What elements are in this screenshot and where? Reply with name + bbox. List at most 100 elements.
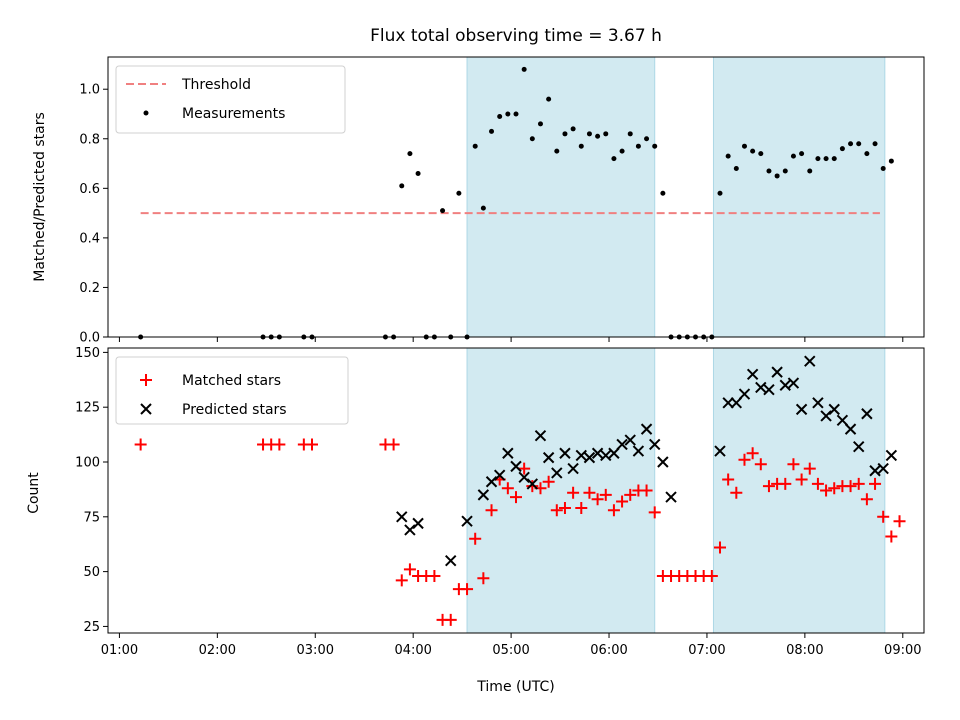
measurement-point: [774, 173, 780, 179]
legend-matched-label: Matched stars: [182, 373, 281, 389]
matched-star-point: [811, 477, 824, 490]
measurement-point: [407, 151, 413, 157]
x-tick-label: 07:00: [688, 643, 725, 658]
predicted-star-point: [461, 515, 473, 527]
predicted-star-point: [575, 449, 587, 462]
measurement-point: [554, 148, 560, 154]
measurement-point: [546, 96, 552, 102]
matched-star-point: [501, 482, 514, 495]
matched-star-point: [762, 480, 775, 493]
matched-star-point: [542, 475, 555, 488]
predicted-star-point: [657, 456, 669, 468]
measurement-point: [888, 158, 894, 164]
measurement-point: [562, 131, 568, 137]
measurement-point: [537, 121, 543, 127]
predicted-star-point: [885, 449, 898, 462]
predicted-star-point: [869, 465, 881, 477]
legend-predicted-swatch: [140, 403, 152, 415]
ratio-panel-frame: [107, 56, 925, 338]
measurement-point: [848, 141, 854, 147]
matched-star-point: [779, 477, 792, 490]
predicted-star-point: [591, 447, 604, 459]
predicted-star-point: [640, 423, 653, 435]
predicted-star-point: [714, 445, 726, 457]
measurement-point: [880, 166, 886, 172]
measurement-point: [831, 156, 837, 162]
y-tick-label: 150: [75, 346, 100, 361]
predicted-star-point: [861, 408, 873, 420]
matched-star-point: [387, 438, 400, 451]
matched-star-point: [616, 495, 629, 508]
predicted-star-point: [477, 489, 490, 501]
matched-star-point: [444, 613, 457, 626]
x-tick-label: 06:00: [590, 643, 627, 658]
legend-matched-swatch: [140, 374, 152, 386]
predicted-star-point: [412, 517, 424, 530]
measurement-point: [741, 143, 747, 149]
matched-star-point: [787, 458, 800, 471]
observing-window-1: [466, 347, 656, 634]
x-tick-label: 08:00: [786, 643, 823, 658]
matched-star-point: [477, 572, 490, 585]
y-tick-label: 75: [83, 510, 100, 525]
matched-star-point: [583, 486, 596, 499]
measurement-point: [799, 151, 805, 157]
predicted-star-point: [526, 478, 539, 490]
matched-star-point: [591, 493, 604, 506]
matched-star-point: [518, 462, 531, 475]
measurement-point: [505, 111, 511, 117]
x-tick-label: 03:00: [297, 643, 334, 658]
measurement-point: [627, 131, 633, 137]
measurement-point: [415, 170, 421, 176]
predicted-star-point: [730, 397, 743, 409]
predicted-star-point: [746, 368, 759, 381]
predicted-star-point: [493, 469, 506, 481]
measurement-point: [758, 151, 764, 157]
y-tick-label: 0.8: [79, 132, 100, 147]
predicted-star-point: [518, 471, 530, 484]
x-tick-label: 02:00: [199, 643, 236, 658]
matched-star-point: [134, 438, 147, 451]
measurement-point: [717, 190, 723, 196]
predicted-star-point: [649, 438, 661, 451]
measurement-point: [652, 143, 658, 149]
measurement-point: [733, 166, 739, 172]
measurement-point: [603, 131, 609, 137]
ratio-legend-box: [115, 65, 346, 134]
y-tick-label: 25: [83, 620, 100, 635]
predicted-star-point: [502, 447, 514, 459]
predicted-star-point: [396, 511, 408, 523]
matched-star-point: [828, 482, 841, 495]
predicted-star-point: [600, 449, 612, 462]
predicted-star-point: [616, 438, 628, 451]
measurement-point: [807, 168, 813, 174]
matched-star-point: [599, 488, 612, 501]
predicted-star-point: [551, 467, 563, 479]
observing-window-2: [712, 56, 886, 338]
predicted-star-point: [632, 445, 645, 457]
matched-star-point: [575, 502, 588, 515]
y-tick-label: 125: [75, 401, 100, 416]
chart-title: Flux total observing time = 3.67 h: [370, 26, 662, 46]
predicted-star-point: [795, 403, 808, 416]
measurement-point: [497, 113, 503, 119]
matched-star-point: [607, 504, 620, 517]
matched-star-point: [624, 488, 637, 501]
matched-star-point: [648, 506, 661, 519]
matched-star-point: [469, 532, 482, 545]
matched-star-point: [738, 453, 751, 466]
matched-star-point: [820, 484, 833, 497]
predicted-star-point: [828, 403, 840, 416]
observing-window-2: [712, 347, 886, 634]
measurement-point: [480, 205, 486, 211]
measurement-point: [635, 143, 641, 149]
predicted-star-point: [771, 366, 783, 378]
measurement-point: [489, 128, 495, 134]
count-panel: 25 50 75 100 125 150 01:00 02:00 03:00 04:00 05:0…: [26, 346, 925, 695]
matched-star-point: [860, 493, 873, 506]
matched-star-point: [852, 477, 865, 490]
y-tick-label: 0.2: [79, 281, 100, 296]
measurement-point: [823, 156, 829, 162]
measurement-point: [725, 153, 731, 159]
